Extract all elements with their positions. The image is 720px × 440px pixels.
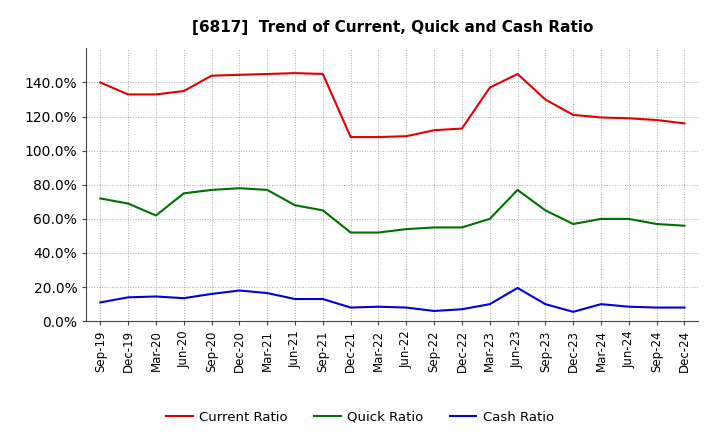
Current Ratio <box>152 92 161 97</box>
Cash Ratio <box>402 305 410 310</box>
Quick Ratio <box>152 213 161 218</box>
Current Ratio <box>430 128 438 133</box>
Cash Ratio <box>374 304 383 309</box>
Line: Current Ratio: Current Ratio <box>100 73 685 137</box>
Cash Ratio <box>291 297 300 302</box>
Quick Ratio <box>680 223 689 228</box>
Legend: Current Ratio, Quick Ratio, Cash Ratio: Current Ratio, Quick Ratio, Cash Ratio <box>161 405 559 429</box>
Cash Ratio <box>179 296 188 301</box>
Cash Ratio <box>597 301 606 307</box>
Cash Ratio <box>263 290 271 296</box>
Quick Ratio <box>624 216 633 221</box>
Cash Ratio <box>235 288 243 293</box>
Quick Ratio <box>597 216 606 221</box>
Quick Ratio <box>207 187 216 193</box>
Quick Ratio <box>652 221 661 227</box>
Current Ratio <box>541 97 550 102</box>
Quick Ratio <box>235 186 243 191</box>
Current Ratio <box>263 71 271 77</box>
Quick Ratio <box>541 208 550 213</box>
Cash Ratio <box>430 308 438 314</box>
Quick Ratio <box>402 227 410 232</box>
Cash Ratio <box>513 285 522 290</box>
Cash Ratio <box>624 304 633 309</box>
Quick Ratio <box>291 202 300 208</box>
Line: Cash Ratio: Cash Ratio <box>100 288 685 312</box>
Current Ratio <box>513 71 522 77</box>
Cash Ratio <box>652 305 661 310</box>
Current Ratio <box>485 85 494 90</box>
Quick Ratio <box>569 221 577 227</box>
Cash Ratio <box>569 309 577 315</box>
Cash Ratio <box>458 307 467 312</box>
Quick Ratio <box>318 208 327 213</box>
Cash Ratio <box>96 300 104 305</box>
Current Ratio <box>179 88 188 94</box>
Line: Quick Ratio: Quick Ratio <box>100 188 685 232</box>
Cash Ratio <box>541 301 550 307</box>
Current Ratio <box>458 126 467 131</box>
Quick Ratio <box>485 216 494 221</box>
Cash Ratio <box>152 294 161 299</box>
Cash Ratio <box>124 295 132 300</box>
Current Ratio <box>207 73 216 78</box>
Cash Ratio <box>346 305 355 310</box>
Quick Ratio <box>458 225 467 230</box>
Current Ratio <box>374 134 383 139</box>
Current Ratio <box>597 115 606 120</box>
Cash Ratio <box>680 305 689 310</box>
Cash Ratio <box>207 291 216 297</box>
Quick Ratio <box>346 230 355 235</box>
Title: [6817]  Trend of Current, Quick and Cash Ratio: [6817] Trend of Current, Quick and Cash … <box>192 20 593 35</box>
Current Ratio <box>346 134 355 139</box>
Current Ratio <box>652 117 661 123</box>
Current Ratio <box>291 70 300 76</box>
Current Ratio <box>124 92 132 97</box>
Current Ratio <box>624 116 633 121</box>
Quick Ratio <box>124 201 132 206</box>
Cash Ratio <box>318 297 327 302</box>
Quick Ratio <box>96 196 104 201</box>
Current Ratio <box>318 71 327 77</box>
Current Ratio <box>569 112 577 117</box>
Quick Ratio <box>513 187 522 193</box>
Current Ratio <box>96 80 104 85</box>
Current Ratio <box>680 121 689 126</box>
Cash Ratio <box>485 301 494 307</box>
Current Ratio <box>235 72 243 77</box>
Quick Ratio <box>263 187 271 193</box>
Quick Ratio <box>179 191 188 196</box>
Current Ratio <box>402 134 410 139</box>
Quick Ratio <box>374 230 383 235</box>
Quick Ratio <box>430 225 438 230</box>
